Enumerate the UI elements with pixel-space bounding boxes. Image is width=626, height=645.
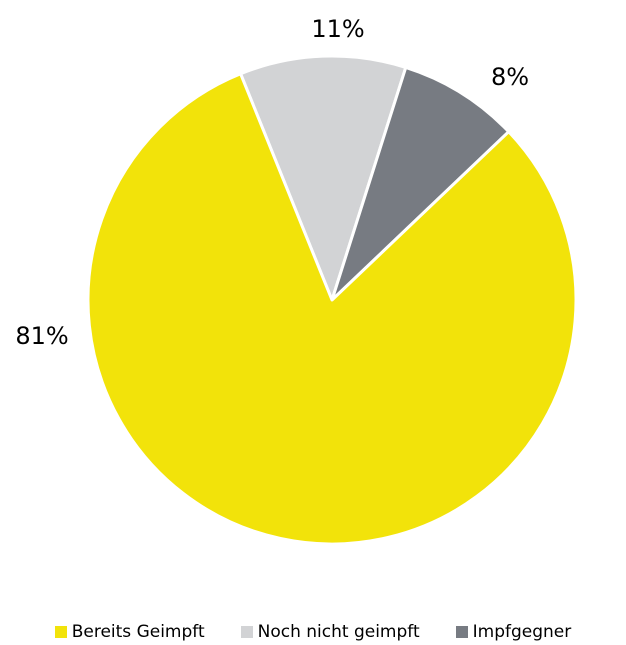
data-label-impfgegner: 8% (491, 63, 529, 91)
legend-label-bereits-geimpft: Bereits Geimpft (71, 622, 205, 642)
legend-item-bereits-geimpft: Bereits Geimpft (54, 622, 205, 642)
legend-label-noch-nicht-geimpft: Noch nicht geimpft (257, 622, 420, 642)
legend-swatch-bereits-geimpft (54, 626, 67, 638)
legend-swatch-noch-nicht-geimpft (240, 626, 253, 638)
pie-slice-noch-nicht-geimpft (239, 54, 408, 302)
legend-item-impfgegner: Impfgegner (455, 622, 572, 642)
legend-swatch-impfgegner (455, 626, 468, 638)
data-label-bereits-geimpft: 81% (15, 322, 68, 350)
legend-item-noch-nicht-geimpft: Noch nicht geimpft (240, 622, 420, 642)
pie-slice-bereits-geimpft (86, 72, 578, 546)
pie-slice-impfgegner (330, 65, 511, 302)
legend: Bereits Geimpft Noch nicht geimpft Impfg… (0, 622, 626, 642)
data-label-noch-nicht-geimpft: 11% (311, 15, 364, 43)
pie-chart: 11% 8% 81% (15, 15, 578, 546)
legend-label-impfgegner: Impfgegner (472, 622, 572, 642)
